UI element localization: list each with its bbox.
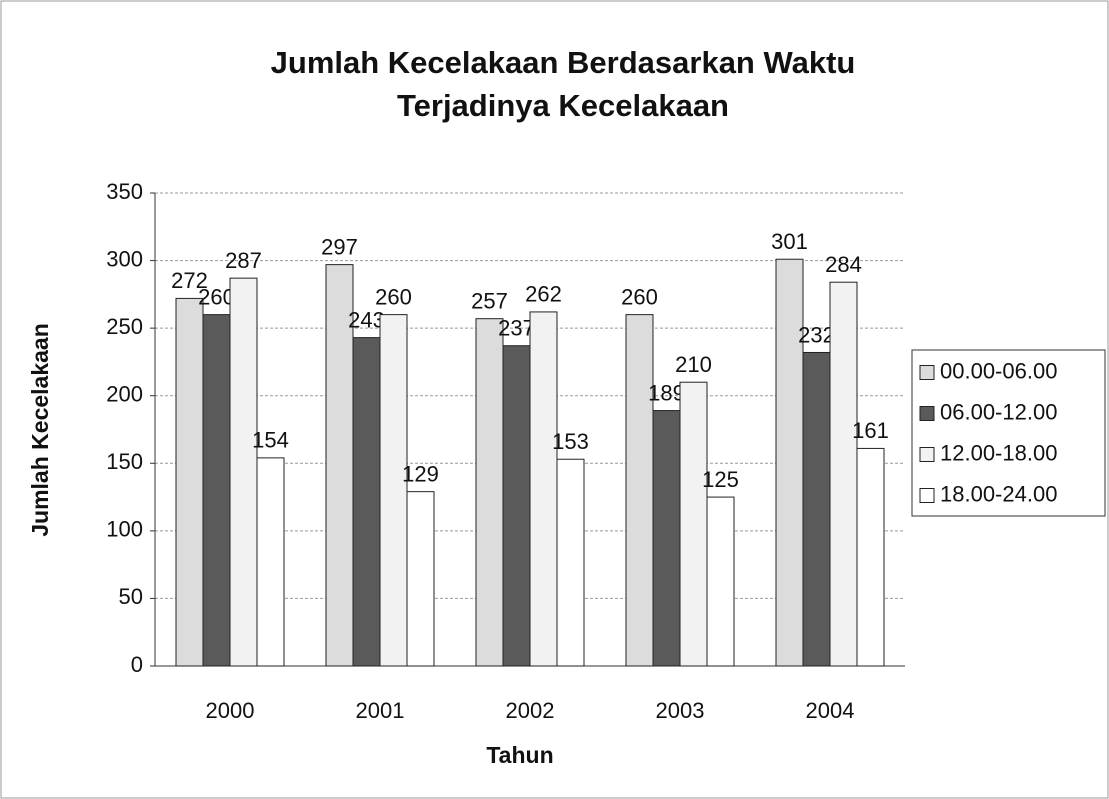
- x-tick-label: 2002: [506, 698, 555, 723]
- legend-label: 00.00-06.00: [940, 358, 1057, 383]
- legend-label: 06.00-12.00: [940, 399, 1057, 424]
- y-tick-label: 0: [131, 652, 143, 677]
- y-tick-label: 50: [119, 584, 143, 609]
- y-tick-label: 100: [106, 517, 143, 542]
- bar: [829, 281, 858, 667]
- data-label: 260: [375, 284, 412, 309]
- x-tick-label: 2001: [356, 698, 405, 723]
- x-axis-title: Tahun: [486, 742, 553, 768]
- data-label: 232: [798, 322, 835, 347]
- data-label: 272: [171, 268, 208, 293]
- bar: [679, 381, 708, 667]
- y-tick-label: 250: [106, 314, 143, 339]
- y-tick-label: 150: [106, 449, 143, 474]
- bar: [352, 337, 381, 667]
- legend-label: 12.00-18.00: [940, 440, 1057, 465]
- data-label: 284: [825, 252, 862, 277]
- legend-swatch: [919, 406, 935, 421]
- data-label: 210: [675, 352, 712, 377]
- bar: [406, 491, 435, 667]
- legend-swatch: [919, 365, 935, 380]
- chart-title: Jumlah Kecelakaan Berdasarkan Waktu: [271, 45, 856, 80]
- data-label: 287: [225, 248, 262, 273]
- bar: [802, 351, 831, 667]
- data-label: 260: [621, 284, 658, 309]
- bar: [256, 457, 285, 667]
- bar: [775, 258, 804, 667]
- bar: [625, 314, 654, 667]
- data-label: 153: [552, 429, 589, 454]
- data-label: 161: [852, 418, 889, 443]
- bar: [556, 458, 585, 667]
- bar: [229, 277, 258, 667]
- bar: [529, 311, 558, 667]
- bar: [856, 447, 885, 667]
- data-label: 257: [471, 288, 508, 313]
- y-tick-label: 300: [106, 246, 143, 271]
- bar: [379, 314, 408, 667]
- y-axis-title: Jumlah Kecelakaan: [27, 323, 53, 537]
- x-tick-label: 2003: [656, 698, 705, 723]
- data-label: 154: [252, 428, 289, 453]
- data-label: 301: [771, 229, 808, 254]
- bar: [475, 318, 504, 667]
- data-label: 237: [498, 316, 535, 341]
- bar: [175, 297, 204, 667]
- x-tick-label: 2004: [806, 698, 855, 723]
- bar: [202, 314, 231, 667]
- bar: [502, 345, 531, 667]
- data-label: 262: [525, 282, 562, 307]
- data-label: 243: [348, 307, 385, 332]
- data-label: 189: [648, 380, 685, 405]
- data-label: 129: [402, 461, 439, 486]
- legend-swatch: [919, 447, 935, 462]
- bar: [706, 496, 735, 667]
- data-label: 297: [321, 234, 358, 259]
- legend-box: [911, 349, 1106, 517]
- legend-swatch: [919, 488, 935, 503]
- bar: [652, 410, 681, 667]
- x-tick-label: 2000: [206, 698, 255, 723]
- chart-title: Terjadinya Kecelakaan: [397, 88, 729, 123]
- data-label: 125: [702, 467, 739, 492]
- y-tick-label: 350: [106, 179, 143, 204]
- y-tick-label: 200: [106, 382, 143, 407]
- legend-label: 18.00-24.00: [940, 481, 1057, 506]
- data-label: 260: [198, 284, 235, 309]
